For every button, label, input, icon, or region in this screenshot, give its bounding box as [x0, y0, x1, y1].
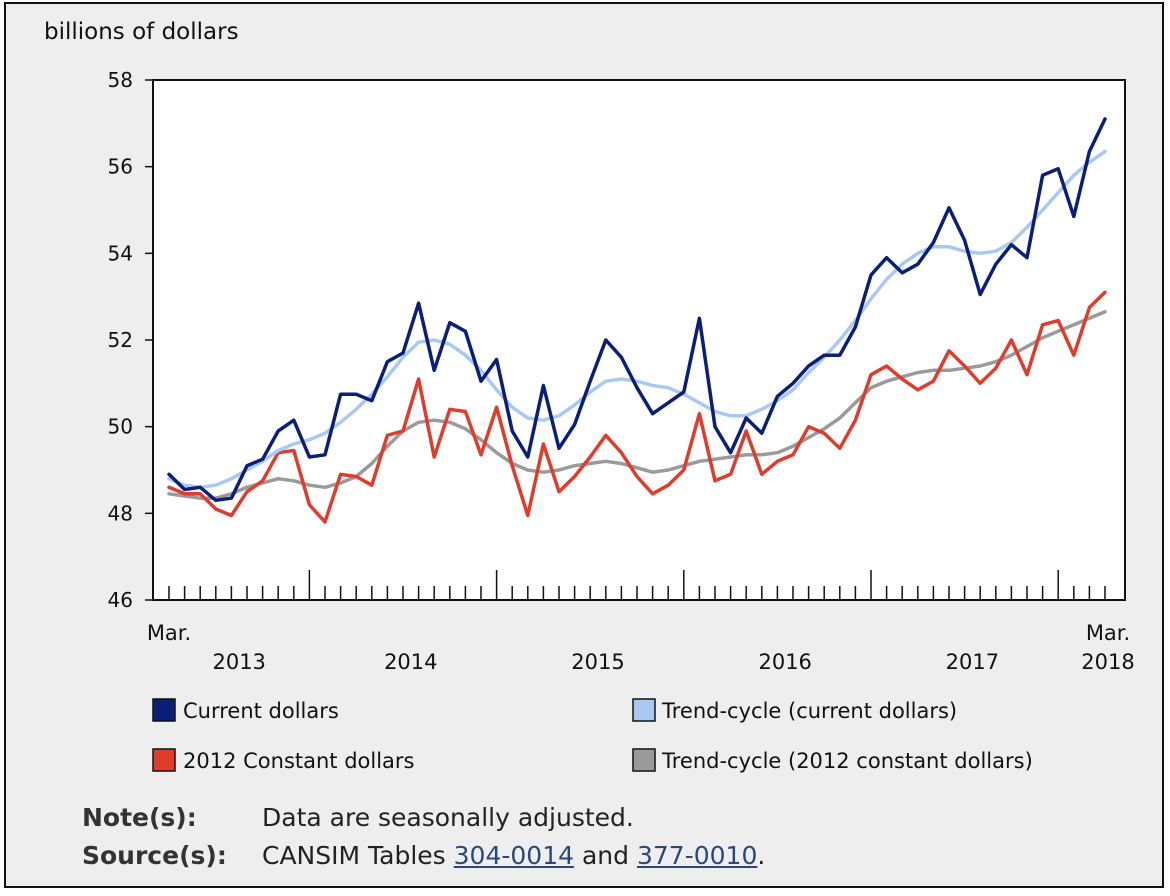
year-label-2017: 2017: [946, 650, 999, 674]
source-mid: and: [581, 841, 630, 870]
series-trend-constant: [167, 310, 1107, 500]
year-labels: 2013 2014 2015 2016 2017 2018: [212, 650, 1134, 674]
y-axis-label: billions of dollars: [44, 19, 239, 45]
x-start-month-label: Mar.: [147, 621, 191, 645]
year-label-2018: 2018: [1081, 650, 1134, 674]
series-constant-dollars: [167, 290, 1107, 524]
year-label-2013: 2013: [212, 650, 265, 674]
source-suffix: .: [757, 841, 766, 870]
source-link-304-0014[interactable]: 304-0014: [453, 841, 575, 870]
note-label: Note(s):: [82, 803, 197, 832]
legend: Current dollars Trend-cycle (current dol…: [152, 698, 1033, 773]
legend-item-constant-dollars: 2012 Constant dollars: [152, 748, 415, 773]
y-tick-label-52: 52: [108, 328, 133, 352]
legend-item-trend-constant: Trend-cycle (2012 constant dollars): [632, 748, 1033, 773]
y-tick-label-46: 46: [108, 588, 133, 612]
source-row: Source(s): CANSIM Tables 304-0014 and 377…: [82, 841, 765, 870]
legend-swatch-trend-constant: [632, 748, 656, 772]
series-lines: [167, 117, 1107, 524]
year-label-2014: 2014: [384, 650, 437, 674]
legend-label-current-dollars: Current dollars: [183, 699, 339, 723]
note-text: Data are seasonally adjusted.: [262, 803, 634, 832]
source-label: Source(s):: [82, 841, 227, 870]
legend-label-trend-current: Trend-cycle (current dollars): [661, 699, 957, 723]
series-current-dollars: [167, 117, 1107, 503]
legend-label-trend-constant: Trend-cycle (2012 constant dollars): [661, 749, 1033, 773]
note-row: Note(s): Data are seasonally adjusted.: [82, 803, 634, 832]
legend-swatch-current-dollars: [152, 698, 176, 722]
y-tick-label-58: 58: [108, 68, 133, 92]
y-axis: 46 48 50 52 54 56 58: [108, 68, 153, 612]
legend-item-trend-current: Trend-cycle (current dollars): [632, 698, 957, 723]
source-prefix: CANSIM Tables: [262, 841, 446, 870]
legend-swatch-constant-dollars: [152, 748, 176, 772]
plot-area: [152, 79, 1126, 601]
series-trend-current: [167, 149, 1107, 490]
y-tick-label-50: 50: [108, 415, 133, 439]
y-tick-label-48: 48: [108, 501, 133, 525]
y-tick-label-54: 54: [108, 241, 133, 265]
x-end-month-label: Mar.: [1086, 621, 1130, 645]
year-label-2016: 2016: [758, 650, 811, 674]
source-link-377-0010[interactable]: 377-0010: [636, 841, 758, 870]
year-label-2015: 2015: [571, 650, 624, 674]
x-axis: [168, 570, 1106, 600]
y-tick-label-56: 56: [108, 155, 133, 179]
legend-item-current-dollars: Current dollars: [152, 698, 339, 723]
legend-label-constant-dollars: 2012 Constant dollars: [183, 749, 415, 773]
legend-swatch-trend-current: [632, 698, 656, 722]
